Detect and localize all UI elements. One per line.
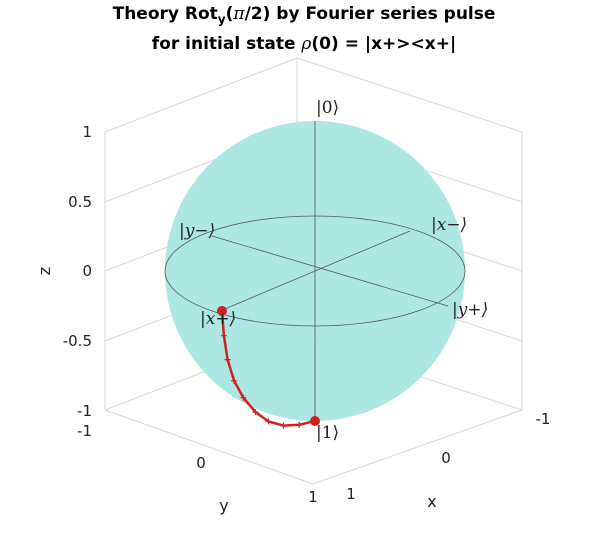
trajectory-point	[231, 377, 238, 384]
grid-line	[312, 409, 523, 485]
trajectory-point	[296, 421, 303, 428]
trajectory-point	[240, 394, 247, 401]
x-tick-label: 0	[441, 449, 451, 467]
z-tick-label: 1	[82, 123, 92, 141]
y-axis-label: y	[219, 496, 228, 515]
y-tick-label: 0	[196, 454, 206, 472]
trajectory-start-point	[217, 306, 227, 316]
chart-title-line2: for initial state ρ(0) = |x+><x+|	[151, 34, 457, 54]
y-axis-line	[211, 235, 449, 307]
trajectory-point	[280, 422, 287, 429]
z-tick-label: 0	[82, 262, 92, 280]
trajectory-point	[252, 409, 259, 416]
ket-y-minus-label: |y−⟩	[179, 221, 215, 241]
ket-x-minus-label: |x−⟩	[431, 215, 467, 235]
ket-x-plus-label: |x+⟩	[200, 309, 236, 329]
x-axis-label: x	[427, 492, 436, 511]
trajectory-group	[217, 306, 320, 429]
z-tick-label: -0.5	[63, 332, 92, 350]
trajectory-point	[220, 332, 227, 339]
z-axis-label: z	[35, 267, 54, 275]
grid-line	[104, 57, 298, 133]
x-tick-label: 1	[346, 485, 356, 503]
ket-zero-label: |0⟩	[316, 98, 339, 118]
trajectory-point	[224, 356, 231, 363]
x-tick-label: -1	[536, 410, 551, 428]
chart-title-line1: Theory Roty(π/2) by Fourier series pulse	[112, 4, 496, 27]
trajectory-line	[220, 310, 316, 427]
ket-y-plus-label: |y+⟩	[452, 300, 488, 320]
grid-line	[104, 409, 314, 485]
y-tick-label: 1	[308, 488, 318, 506]
trajectory-end-point	[310, 416, 320, 426]
trajectory-point	[265, 418, 272, 425]
z-tick-label: -1	[77, 402, 92, 420]
z-tick-label: 0.5	[68, 193, 92, 211]
x-axis-line	[219, 230, 411, 312]
y-tick-label: -1	[77, 422, 92, 440]
grid-line	[296, 57, 523, 133]
ket-one-label: |1⟩	[316, 423, 339, 443]
